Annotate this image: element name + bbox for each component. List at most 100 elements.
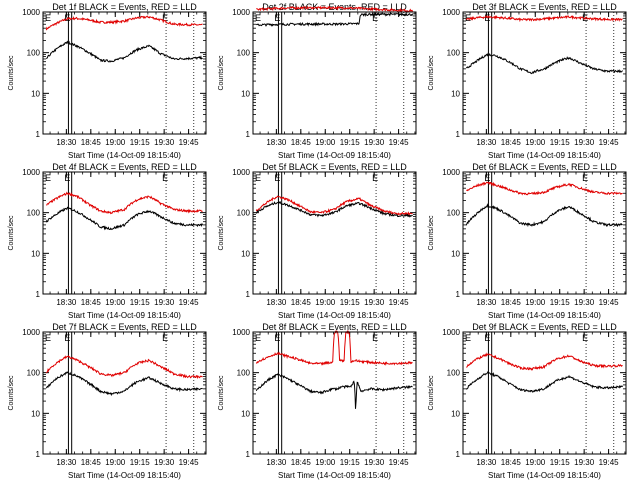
x-tick-label: 19:00: [315, 458, 336, 467]
y-tick-label: 1: [456, 450, 461, 459]
x-tick-label: 19:00: [525, 138, 546, 147]
y-tick-label: 1: [456, 290, 461, 299]
x-tick-label: 19:15: [130, 138, 151, 147]
y-tick-label: 1000: [22, 8, 40, 17]
panel-det-6: Det 6f BLACK = Events, RED = LLD Counts/s…: [428, 162, 627, 320]
x-tick-label: 18:30: [56, 458, 77, 467]
x-axis-label: Start Time (14-Oct-09 18:15:40): [278, 151, 391, 160]
panel-title: Det 3f BLACK = Events, RED = LLD: [472, 2, 617, 12]
x-tick-label: 18:30: [56, 138, 77, 147]
x-tick-label: 19:00: [525, 298, 546, 307]
y-axis-label: Counts/sec: [218, 215, 225, 251]
series-events: [465, 371, 623, 393]
series-events: [465, 52, 623, 75]
x-tick-label: 18:45: [501, 458, 522, 467]
panel-det-7: Det 7f BLACK = Events, RED = LLD Counts/s…: [8, 322, 207, 480]
eclipse-marker: E: [64, 173, 70, 183]
panel-det-5: Det 5f BLACK = Events, RED = LLD Counts/s…: [218, 162, 417, 320]
x-axis-label: Start Time (14-Oct-09 18:15:40): [488, 151, 601, 160]
series-lld: [466, 181, 623, 196]
x-tick-label: 19:15: [550, 298, 571, 307]
y-tick-label: 10: [241, 89, 250, 98]
series-lld: [255, 195, 413, 216]
x-tick-label: 19:30: [574, 458, 595, 467]
x-tick-label: 19:30: [364, 138, 385, 147]
y-axis-label: Counts/sec: [8, 215, 15, 251]
y-tick-label: 1: [36, 450, 41, 459]
panel-det-8: Det 8f BLACK = Events, RED = LLD Counts/s…: [218, 322, 417, 480]
panel-det-3: Det 3f BLACK = Events, RED = LLD Counts/s…: [428, 2, 627, 160]
y-tick-label: 10: [451, 409, 460, 418]
eclipse-marker: E: [162, 333, 168, 343]
panel-title: Det 1f BLACK = Events, RED = LLD: [52, 2, 197, 12]
x-axis-label: Start Time (14-Oct-09 18:15:40): [488, 471, 601, 480]
plot-frame: [462, 331, 627, 455]
x-tick-label: 19:15: [130, 298, 151, 307]
plot-frame: [252, 331, 417, 455]
y-tick-label: 10: [241, 249, 250, 258]
eclipse-marker: E: [484, 173, 490, 183]
x-tick-label: 19:30: [154, 458, 175, 467]
y-tick-label: 10: [31, 409, 40, 418]
panel-title: Det 7f BLACK = Events, RED = LLD: [52, 322, 197, 332]
x-tick-label: 19:30: [154, 138, 175, 147]
eclipse-marker: E: [162, 173, 168, 183]
panel-title: Det 5f BLACK = Events, RED = LLD: [262, 162, 407, 172]
plot-frame: [462, 11, 627, 135]
x-tick-label: 18:45: [501, 138, 522, 147]
y-tick-label: 10: [451, 89, 460, 98]
y-axis-label: Counts/sec: [428, 55, 435, 91]
start-marker: E: [45, 173, 51, 183]
x-tick-label: 18:30: [476, 458, 497, 467]
y-tick-label: 10: [31, 249, 40, 258]
eclipse-marker: E: [274, 173, 280, 183]
x-tick-label: 19:15: [550, 138, 571, 147]
plot-frame: [252, 171, 417, 295]
plot-frame: [42, 331, 207, 455]
x-tick-label: 19:00: [315, 138, 336, 147]
y-axis-label: Counts/sec: [8, 55, 15, 91]
x-tick-label: 18:45: [81, 298, 102, 307]
x-tick-label: 19:30: [574, 138, 595, 147]
panel-title: Det 4f BLACK = Events, RED = LLD: [52, 162, 197, 172]
y-tick-label: 1000: [232, 8, 250, 17]
x-axis-label: Start Time (14-Oct-09 18:15:40): [488, 311, 601, 320]
y-axis-label: Counts/sec: [218, 55, 225, 91]
x-tick-label: 19:00: [525, 458, 546, 467]
eclipse-marker: E: [484, 333, 490, 343]
x-axis-label: Start Time (14-Oct-09 18:15:40): [68, 151, 181, 160]
plot-frame: [252, 11, 417, 135]
x-tick-label: 18:30: [56, 298, 77, 307]
panel-title: Det 2f BLACK = Events, RED = LLD: [262, 2, 407, 12]
panel-det-4: Det 4f BLACK = Events, RED = LLD Counts/s…: [8, 162, 207, 320]
panel-title: Det 6f BLACK = Events, RED = LLD: [472, 162, 617, 172]
eclipse-marker: E: [372, 13, 378, 23]
eclipse-marker: E: [274, 13, 280, 23]
eclipse-marker: E: [372, 333, 378, 343]
x-tick-label: 18:30: [266, 458, 287, 467]
y-tick-label: 10: [451, 249, 460, 258]
x-tick-label: 18:30: [266, 298, 287, 307]
x-tick-label: 19:30: [364, 298, 385, 307]
series-events: [45, 40, 203, 63]
y-tick-label: 1: [36, 290, 41, 299]
panel-det-2: Det 2f BLACK = Events, RED = LLD Counts/s…: [218, 2, 417, 160]
series-events: [255, 11, 414, 27]
eclipse-marker: E: [64, 333, 70, 343]
x-tick-label: 19:45: [389, 458, 410, 467]
y-tick-label: 1000: [442, 8, 460, 17]
eclipse-marker: E: [274, 333, 280, 343]
series-lld: [255, 329, 413, 366]
x-axis-label: Start Time (14-Oct-09 18:15:40): [68, 471, 181, 480]
x-tick-label: 19:15: [340, 458, 361, 467]
y-axis-label: Counts/sec: [428, 215, 435, 251]
x-tick-label: 19:30: [364, 458, 385, 467]
x-axis-label: Start Time (14-Oct-09 18:15:40): [68, 311, 181, 320]
x-tick-label: 19:45: [599, 138, 620, 147]
series-lld: [45, 355, 203, 380]
y-tick-label: 1: [246, 290, 251, 299]
y-tick-label: 1000: [442, 328, 460, 337]
panel-det-1: Det 1f BLACK = Events, RED = LLD Counts/s…: [8, 2, 207, 160]
